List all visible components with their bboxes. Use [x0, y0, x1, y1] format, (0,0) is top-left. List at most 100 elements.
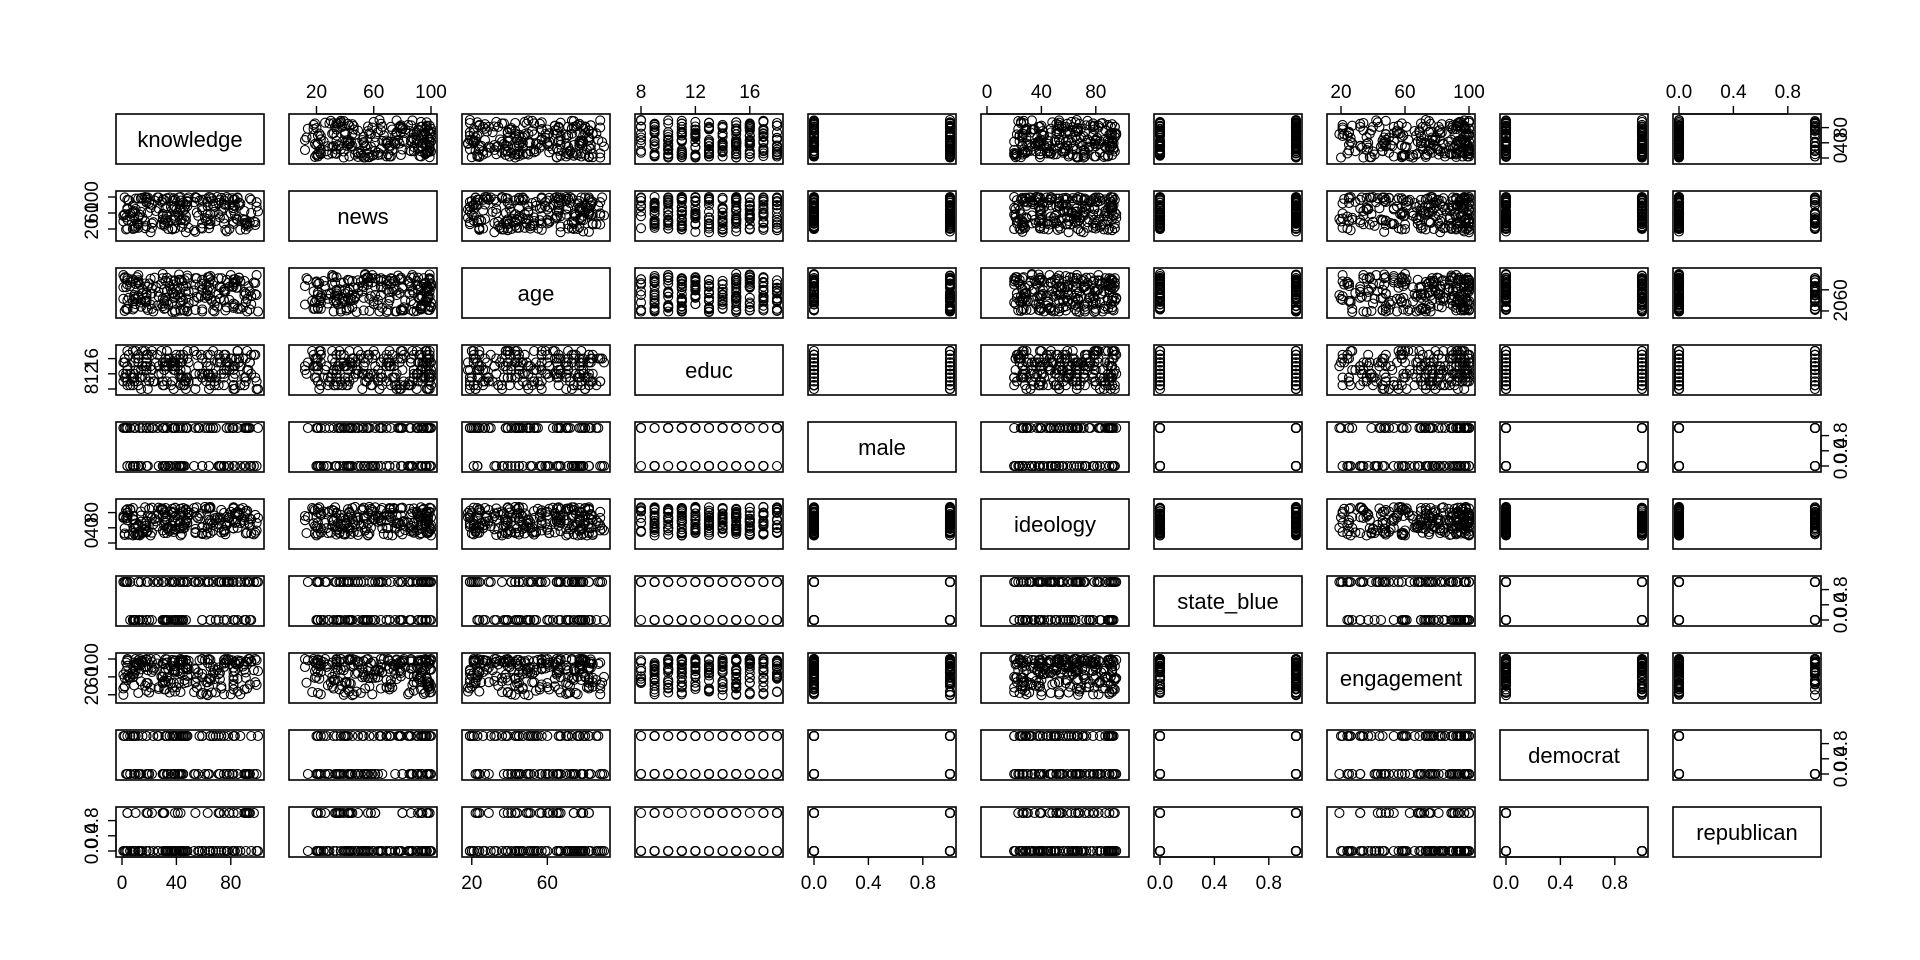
data-point	[758, 129, 769, 140]
data-point	[540, 132, 551, 143]
scatter-points	[1673, 191, 1821, 237]
data-point	[381, 151, 392, 162]
data-point	[944, 149, 956, 160]
data-point	[663, 135, 674, 146]
panel-frame	[1153, 190, 1303, 242]
panel-age-vs-educ	[634, 267, 784, 319]
data-point	[744, 135, 755, 146]
scatter-points	[1500, 191, 1648, 237]
data-point	[338, 146, 349, 157]
data-point	[758, 151, 769, 162]
data-point	[676, 149, 687, 160]
panel-knowledge-vs-knowledge: knowledge	[115, 113, 265, 165]
data-point	[771, 140, 783, 151]
data-point	[595, 148, 606, 159]
data-point	[299, 144, 311, 156]
data-point	[703, 117, 715, 129]
data-point	[561, 132, 572, 143]
data-point	[758, 144, 769, 155]
scatter-points	[1673, 114, 1821, 163]
data-point	[381, 135, 392, 146]
data-point	[510, 149, 521, 160]
variable-label: knowledge	[137, 127, 242, 152]
data-point	[493, 121, 504, 132]
data-point	[703, 138, 715, 149]
data-point	[542, 139, 553, 150]
panel-frame	[1672, 190, 1822, 242]
data-point	[487, 127, 498, 138]
data-point	[635, 128, 647, 139]
data-point	[566, 128, 577, 139]
data-point	[348, 124, 359, 135]
panel-age-vs-news	[288, 267, 438, 319]
panel-frame	[461, 113, 611, 165]
data-point	[391, 129, 402, 140]
data-point	[771, 147, 783, 158]
scatter-points	[1334, 268, 1475, 318]
data-point	[491, 116, 502, 127]
data-point	[808, 132, 820, 143]
data-point	[312, 149, 323, 160]
panel-age-vs-age: age	[461, 267, 611, 319]
scatter-points	[1334, 114, 1475, 163]
panel-age-vs-republican	[1672, 267, 1822, 319]
scatter-points	[1673, 268, 1821, 317]
panel-educ-vs-knowledge	[115, 344, 265, 396]
data-point	[744, 139, 755, 150]
data-point	[703, 151, 715, 162]
data-point	[771, 132, 783, 143]
data-point	[1026, 115, 1037, 126]
panel-news-vs-male	[807, 190, 957, 242]
data-point	[717, 146, 728, 157]
data-point	[758, 132, 769, 143]
data-point	[478, 121, 489, 132]
data-point	[364, 128, 375, 139]
data-point	[635, 132, 647, 143]
data-point	[351, 138, 362, 149]
data-point	[315, 144, 326, 155]
data-point	[635, 121, 647, 132]
data-point	[478, 149, 489, 160]
data-point	[944, 121, 956, 132]
data-point	[491, 141, 502, 153]
data-point	[468, 135, 479, 146]
panel-frame	[1499, 113, 1649, 165]
data-point	[1391, 306, 1403, 317]
scatter-points	[1500, 268, 1648, 317]
data-point	[395, 149, 406, 161]
data-point	[521, 118, 532, 129]
data-point	[561, 129, 572, 140]
data-point	[464, 117, 475, 129]
data-point	[331, 124, 342, 135]
scatter-points	[299, 345, 437, 395]
data-point	[529, 118, 540, 129]
panel-knowledge-vs-republican	[1672, 113, 1822, 165]
scatter-points	[118, 268, 264, 318]
data-point	[649, 121, 660, 132]
data-point	[553, 145, 564, 156]
data-point	[474, 141, 485, 152]
data-point	[327, 148, 338, 159]
data-point	[649, 151, 660, 162]
scatter-points	[808, 191, 956, 237]
data-point	[400, 124, 411, 135]
data-point	[744, 152, 755, 163]
panel-knowledge-vs-age	[461, 113, 611, 165]
data-point	[309, 118, 321, 129]
panel-news-vs-democrat	[1499, 190, 1649, 242]
scatter-points	[462, 191, 610, 238]
data-point	[595, 152, 606, 163]
data-point	[519, 116, 530, 127]
data-point	[415, 151, 427, 162]
data-point	[407, 115, 418, 126]
data-point	[462, 138, 474, 149]
scatter-points	[635, 114, 783, 163]
data-point	[583, 125, 594, 137]
data-point	[808, 115, 820, 126]
panel-frame	[807, 113, 957, 165]
data-point	[551, 151, 562, 162]
panel-age-vs-knowledge	[115, 267, 265, 319]
scatter-points	[1154, 268, 1302, 317]
panel-frame	[807, 267, 957, 319]
data-point	[944, 118, 956, 129]
